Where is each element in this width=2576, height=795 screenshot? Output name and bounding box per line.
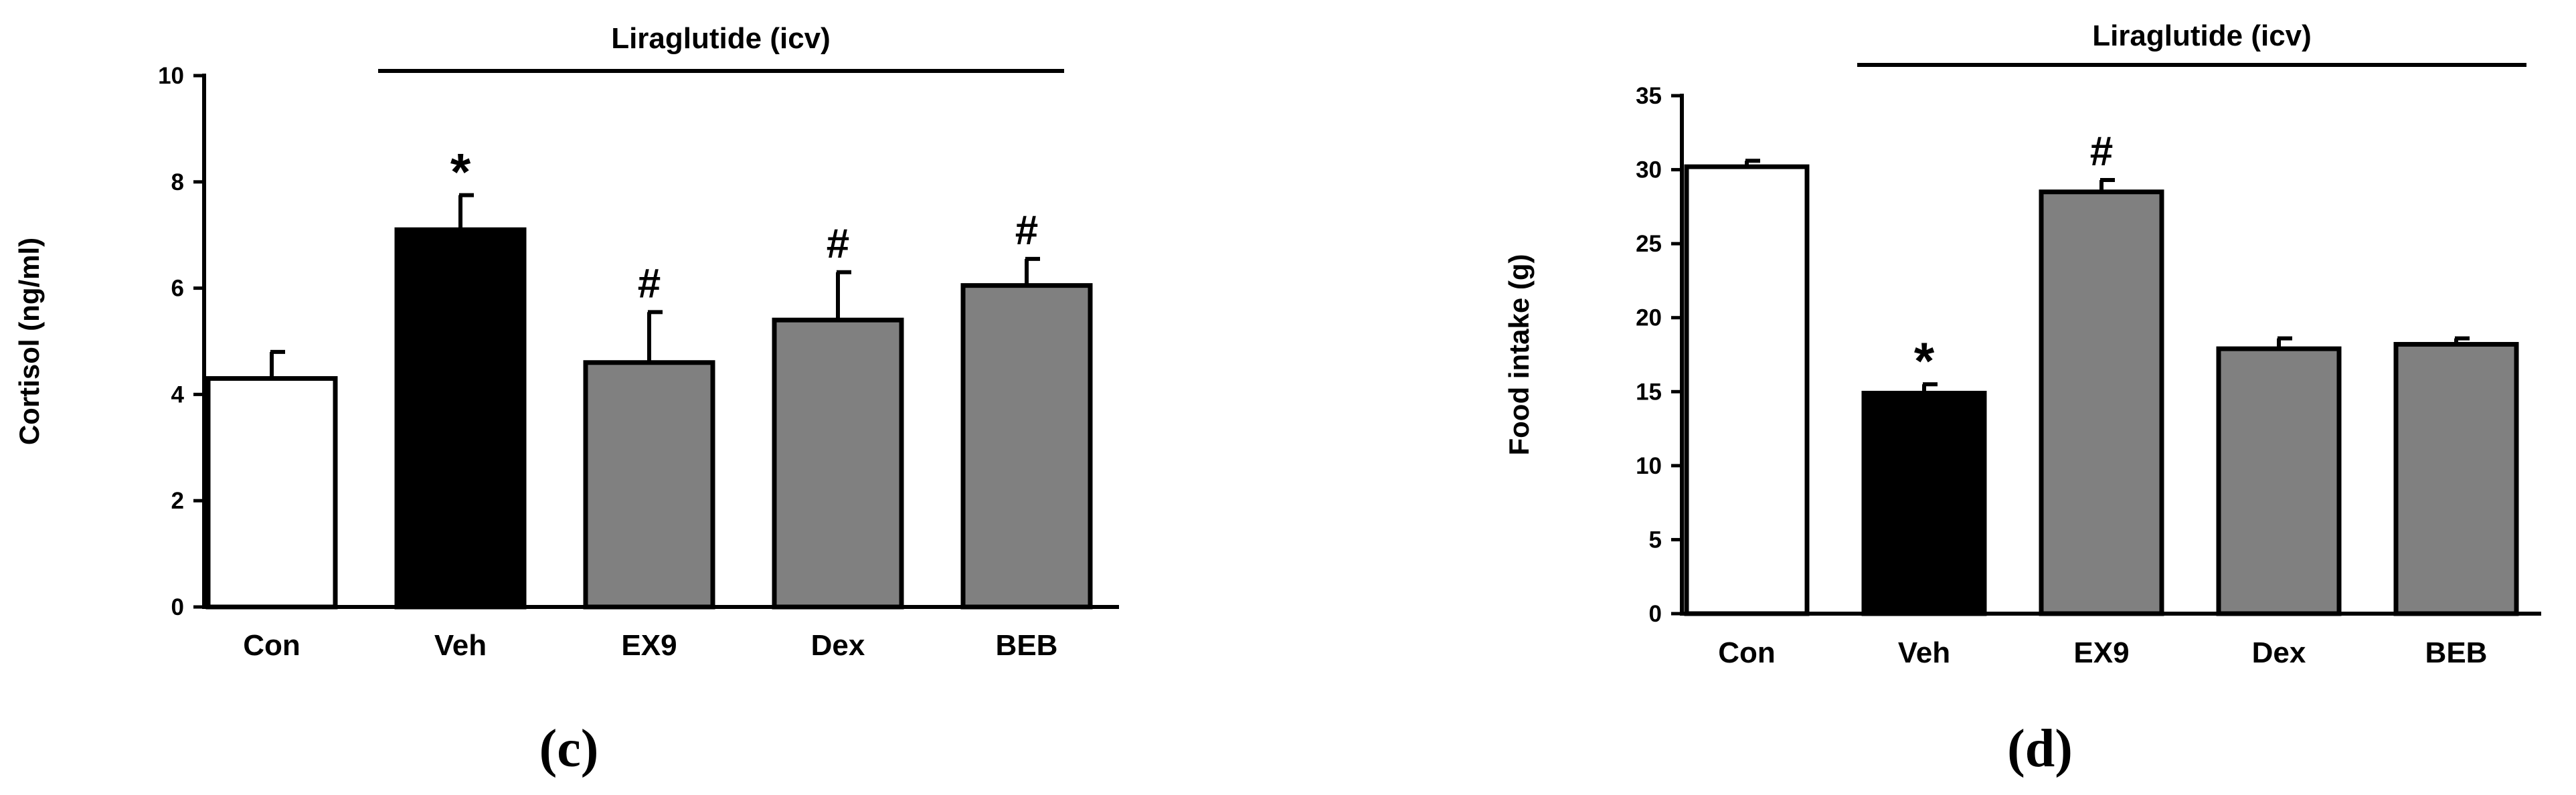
chart-1-bar-ex9	[583, 360, 715, 610]
chart-2-category-label-veh: Veh	[1898, 636, 1950, 669]
chart-2-y-tick-label-0: 0	[1649, 601, 1662, 627]
chart-1-y-tick-label-4: 4	[171, 381, 185, 408]
chart-1-y-tick-label-10: 10	[158, 63, 184, 89]
chart-2-category-label-beb: BEB	[2425, 636, 2488, 669]
chart-1-category-label-con: Con	[243, 629, 300, 662]
chart-2-category-label-dex: Dex	[2252, 636, 2306, 669]
chart-1-significance-veh: *	[450, 143, 471, 201]
chart-1-category-label-ex9: EX9	[621, 629, 677, 662]
chart-2-bar-ex9	[2039, 189, 2164, 616]
chart-1-bar-veh	[394, 227, 527, 610]
chart-2-y-tick-label-20: 20	[1636, 305, 1662, 331]
chart-1-y-tick-label-0: 0	[171, 594, 184, 620]
chart-2-significance-ex9: #	[2090, 128, 2113, 175]
panel-d-food-intake-chart: Con * Veh # EX9 Dex BEB 0 5 10 15 20 25 30 35 Food inta…	[1503, 19, 2541, 778]
chart-2-y-tick-label-5: 5	[1649, 527, 1662, 553]
chart-1-category-label-dex: Dex	[811, 629, 865, 662]
chart-1-category-label-veh: Veh	[434, 629, 487, 662]
chart-1-significance-ex9: #	[638, 260, 661, 306]
chart-2-bar-dex	[2216, 346, 2342, 616]
chart-1-group-label: Liraglutide (icv)	[611, 22, 831, 55]
chart-2-y-tick-label-10: 10	[1636, 453, 1662, 479]
chart-1-category-label-beb: BEB	[996, 629, 1058, 662]
chart-2-y-tick-label-15: 15	[1636, 379, 1662, 405]
chart-1-panel-label: (c)	[539, 719, 599, 778]
chart-1-bar-con	[205, 376, 338, 610]
chart-1-significance-beb: #	[1015, 207, 1038, 254]
chart-2-category-label-ex9: EX9	[2073, 636, 2129, 669]
chart-2-group-label: Liraglutide (icv)	[2092, 19, 2312, 52]
chart-2-bar-beb	[2393, 342, 2519, 616]
chart-1-significance-dex: #	[827, 221, 849, 267]
chart-2-y-tick-label-25: 25	[1636, 231, 1662, 257]
chart-2-significance-veh: *	[1914, 331, 1935, 390]
chart-1-y-tick-label-8: 8	[171, 169, 184, 195]
chart-2-bar-con	[1684, 164, 1810, 616]
chart-2-y-axis-title: Food intake (g)	[1503, 254, 1535, 456]
chart-2-y-tick-label-35: 35	[1636, 83, 1662, 109]
chart-2-y-tick-label-30: 30	[1636, 157, 1662, 183]
chart-2-category-label-con: Con	[1718, 636, 1776, 669]
chart-1-bar-dex	[772, 317, 904, 610]
chart-1-y-tick-label-6: 6	[171, 276, 184, 302]
panel-c-cortisol-chart: Con * Veh # EX9 # Dex # BEB 0 2 4 6 8 10 Cortisol (ng/m…	[13, 22, 1119, 778]
chart-1-bar-beb	[960, 283, 1093, 610]
chart-2-panel-label: (d)	[2007, 719, 2073, 778]
chart-1-y-axis-title: Cortisol (ng/ml)	[13, 238, 45, 445]
chart-2-bar-veh	[1861, 390, 1987, 616]
chart-1-y-tick-label-2: 2	[171, 488, 184, 514]
